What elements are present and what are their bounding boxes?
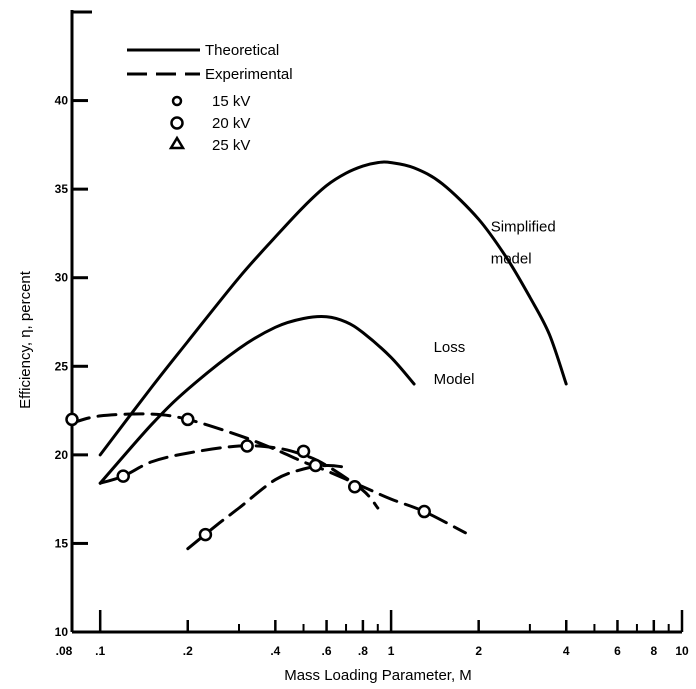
x-tick-label: 8 xyxy=(650,644,657,658)
y-tick-label: 35 xyxy=(55,182,69,196)
curve-annotation: Simplified xyxy=(491,219,556,236)
legend-experimental-label: Experimental xyxy=(205,66,293,83)
data-point-circle xyxy=(240,439,254,453)
data-point-circle xyxy=(65,412,79,427)
y-tick-label: 25 xyxy=(55,359,69,373)
experimental-curve-5 xyxy=(186,463,348,551)
y-tick-label: 40 xyxy=(55,94,69,108)
curve-annotation: model xyxy=(491,251,532,268)
x-ticks: .08 .1 .2 .4 .6 .8 1 2 4 6 8 10 xyxy=(56,610,689,658)
theoretical-curve-2 xyxy=(98,314,416,485)
y-ticks: 10 15 20 25 30 35 40 xyxy=(55,94,88,639)
legend-theoretical-label: Theoretical xyxy=(205,42,279,59)
data-point-circle xyxy=(348,479,362,494)
points-layer xyxy=(65,412,431,542)
legend-25kv-label: 25 kV xyxy=(212,137,250,154)
experimental-curve-3 xyxy=(70,412,467,535)
curve-annotation: Model xyxy=(434,371,475,388)
legend-20kv-label: 20 kV xyxy=(212,115,250,132)
x-tick-label: .6 xyxy=(322,644,332,658)
data-point-circle xyxy=(417,504,431,519)
x-tick-label: 2 xyxy=(475,644,482,658)
data-point-circle xyxy=(116,469,130,483)
x-tick-label: .1 xyxy=(95,644,105,658)
curve-annotation: Loss xyxy=(434,339,466,356)
legend: Theoretical Experimental 15 kV 20 kV 25 … xyxy=(127,42,293,154)
x-tick-label: .4 xyxy=(270,644,280,658)
x-axis-label: Mass Loading Parameter, M xyxy=(284,667,472,684)
legend-15kv-label: 15 kV xyxy=(212,93,250,110)
y-tick-label: 20 xyxy=(55,448,69,462)
x-tick-label: .8 xyxy=(358,644,368,658)
y-axis-label: Efficiency, η, percent xyxy=(17,270,34,409)
data-point-circle xyxy=(296,444,311,459)
x-tick-label: 1 xyxy=(388,644,395,658)
x-tick-label: .08 xyxy=(56,644,73,658)
y-tick-label: 10 xyxy=(55,625,69,639)
data-point-circle xyxy=(181,412,195,427)
x-tick-label: 4 xyxy=(563,644,570,658)
data-point-circle xyxy=(308,458,323,473)
x-tick-label: 10 xyxy=(675,644,689,658)
legend-20kv-marker xyxy=(170,116,184,130)
series-layer xyxy=(70,160,568,551)
annotations: Simplified model Loss Model xyxy=(434,219,556,388)
axes xyxy=(70,10,682,634)
legend-15kv-marker xyxy=(171,95,183,107)
theoretical-curve-1 xyxy=(98,160,568,457)
y-tick-label: 15 xyxy=(55,536,69,550)
legend-25kv-marker xyxy=(168,135,186,150)
x-tick-label: .2 xyxy=(183,644,193,658)
data-point-circle xyxy=(198,527,213,542)
experimental-curve-4 xyxy=(98,444,380,510)
x-tick-label: 6 xyxy=(614,644,621,658)
y-tick-label: 30 xyxy=(55,271,69,285)
